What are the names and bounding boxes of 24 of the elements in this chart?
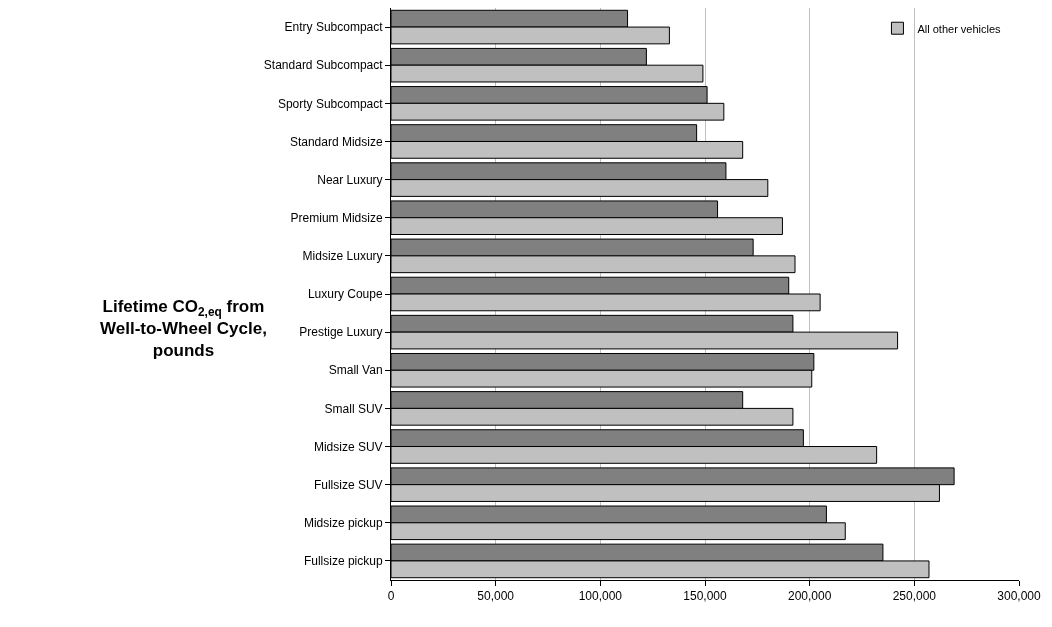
x-tick-label: 200,000 bbox=[787, 589, 832, 604]
y-axis-title: Lifetime CO$_{2,eq}$ from Well-to-Wheel Cycle, pounds bbox=[100, 297, 267, 361]
x-tick-label: 50,000 bbox=[477, 589, 515, 604]
y-tick-label: Standard Midsize bbox=[289, 134, 383, 149]
legend-label: All other vehicles bbox=[917, 22, 1002, 35]
y-tick-label: Small SUV bbox=[324, 401, 383, 416]
y-tick-label: Prestige Luxury bbox=[299, 325, 383, 340]
y-tick-label: Luxury Coupe bbox=[307, 287, 383, 302]
y-tick-label: Midsize SUV bbox=[313, 439, 383, 454]
y-tick-label: Near Luxury bbox=[317, 172, 383, 187]
y-tick-label: Midsize Luxury bbox=[302, 249, 383, 264]
y-tick-label: Midsize pickup bbox=[303, 516, 383, 530]
y-tick-label: Small Van bbox=[328, 363, 383, 378]
x-tick-label: 150,000 bbox=[683, 589, 728, 604]
x-tick-label: 100,000 bbox=[578, 589, 623, 604]
y-tick-label: Entry Subcompact bbox=[284, 20, 384, 35]
x-tick-label: 0 bbox=[387, 589, 395, 604]
x-tick-label: 250,000 bbox=[892, 589, 937, 604]
y-tick-label: Fullsize pickup bbox=[303, 554, 383, 569]
y-tick-label: Standard Subcompact bbox=[263, 58, 384, 73]
y-tick-label: Sporty Subcompact bbox=[277, 96, 384, 111]
x-tick-label: 300,000 bbox=[997, 589, 1042, 604]
y-tick-label: Premium Midsize bbox=[290, 210, 383, 225]
y-tick-label: Fullsize SUV bbox=[313, 477, 383, 492]
